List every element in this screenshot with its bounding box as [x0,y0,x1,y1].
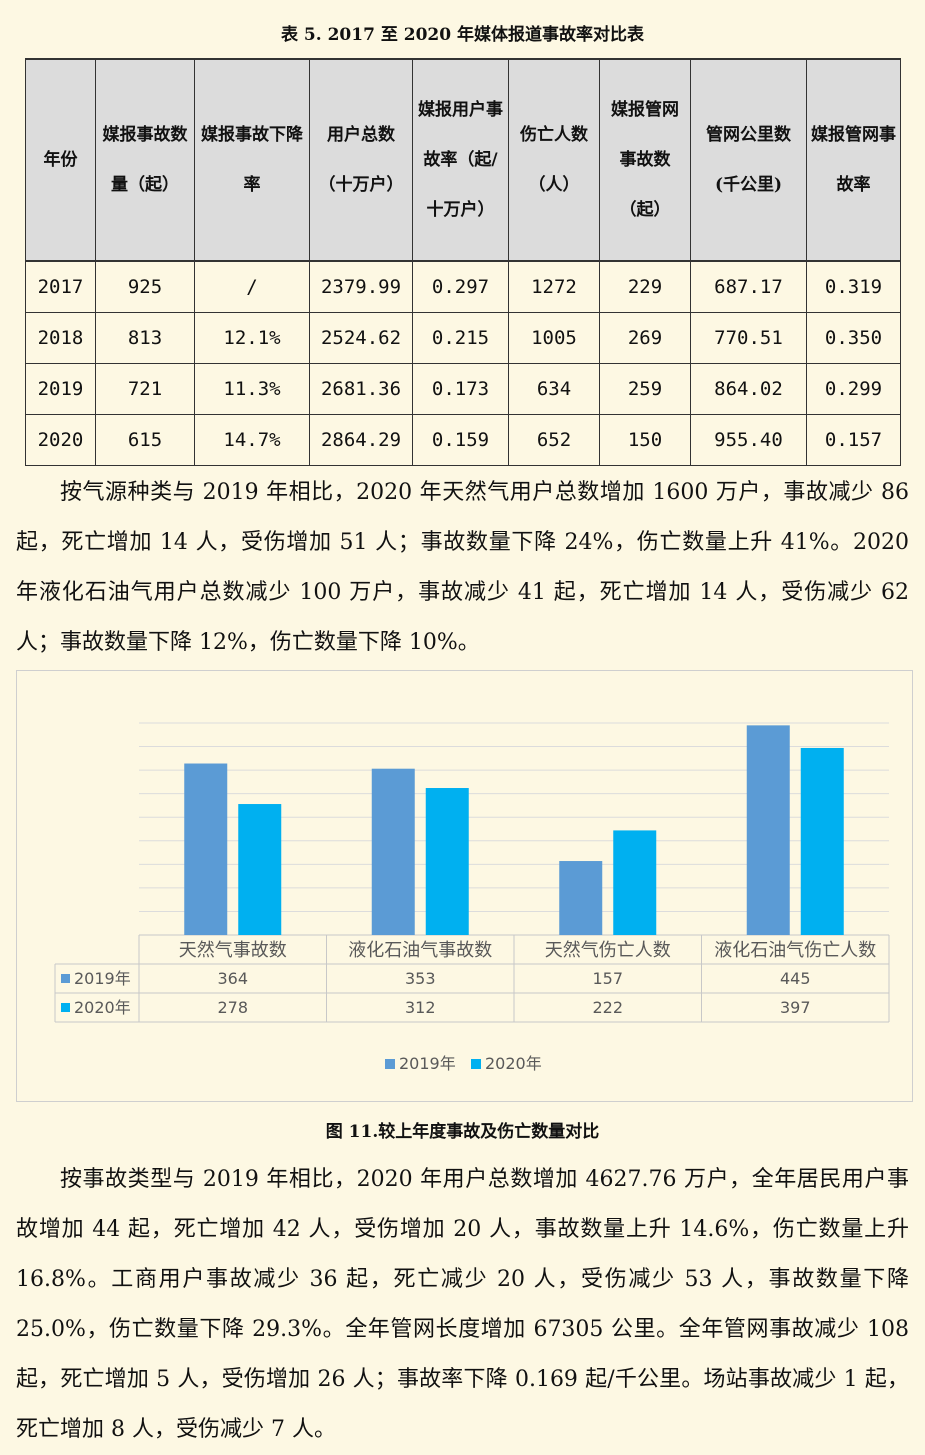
bar-chart: 天然气事故数 液化石油气事故数 天然气伤亡人数 液化石油气伤亡人数 2019年 364 35… [16,670,913,1102]
table-cell: 11.3% [194,363,310,415]
legend-label: 2019年 [399,1054,456,1073]
data-label: 312 [405,998,436,1017]
table-row: 2018 813 12.1% 2524.62 0.215 1005 269 77… [25,312,901,364]
series-key-2020年 [61,1003,70,1012]
bar-2019年-液化石油气事故数 [371,768,415,935]
data-label: 353 [405,969,436,988]
bar-2020年-天然气事故数 [238,804,282,935]
table-cell: 0.157 [806,414,901,466]
table-cell: 12.1% [194,312,310,364]
body-paragraph-accident-type: 按事故类型与 2019 年相比，2020 年用户总数增加 4627.76 万户，… [16,1167,909,1442]
bar-2020年-天然气伤亡人数 [613,830,657,935]
figure-caption: 图 11.较上年度事故及伤亡数量对比 [325,1122,600,1142]
table-cell: 0.299 [806,363,901,415]
series-label: 2020年 [74,998,131,1017]
table-cell: 864.02 [690,363,807,415]
series-label: 2019年 [74,969,131,988]
bar-2019年-天然气伤亡人数 [559,861,603,935]
category-label: 天然气伤亡人数 [545,940,671,961]
table-cell: 2017 [25,261,96,313]
header-pipeline-accidents: 媒报管网事故数（起） [599,59,691,261]
table-cell: 0.319 [806,261,901,313]
table-cell: 0.215 [412,312,509,364]
table-cell: 770.51 [690,312,807,364]
table-cell: 0.297 [412,261,509,313]
table-cell: 634 [508,363,600,415]
table-cell: 813 [95,312,195,364]
series-key-2019年 [61,974,70,983]
bar-2020年-液化石油气事故数 [425,788,469,935]
table-cell: 150 [599,414,691,466]
table-cell: 0.159 [412,414,509,466]
table-cell: 2020 [25,414,96,466]
header-media-accidents: 媒报事故数量（起） [95,59,195,261]
table-cell: 2524.62 [309,312,413,364]
header-pipeline-accident-rate: 媒报管网事故率 [806,59,901,261]
table-cell: 615 [95,414,195,466]
table-cell: 687.17 [690,261,807,313]
table-cell: 925 [95,261,195,313]
table-cell: 1005 [508,312,600,364]
category-label: 液化石油气事故数 [348,940,492,961]
legend-key-2019年 [385,1059,395,1069]
table-cell: 955.40 [690,414,807,466]
table-cell: 229 [599,261,691,313]
legend-label: 2020年 [485,1054,542,1073]
header-year: 年份 [25,59,96,261]
chart-canvas: 天然气事故数 液化石油气事故数 天然气伤亡人数 液化石油气伤亡人数 2019年 364 35… [54,722,890,1073]
bar-2020年-液化石油气伤亡人数 [800,747,844,935]
table-cell: 2681.36 [309,363,413,415]
table-cell: 2019 [25,363,96,415]
data-label: 278 [217,998,248,1017]
header-casualties: 伤亡人数（人） [508,59,600,261]
table-header-row: 年份 媒报事故数量（起） 媒报事故下降率 用户总数（十万户） 媒报用户事故率（起… [25,59,901,261]
table-cell: 0.350 [806,312,901,364]
data-label: 157 [592,969,623,988]
table-cell: 652 [508,414,600,466]
category-label: 天然气事故数 [179,940,287,961]
table-cell: 14.7% [194,414,310,466]
table-cell: 259 [599,363,691,415]
data-label: 445 [780,969,811,988]
legend-key-2020年 [471,1059,481,1069]
header-pipeline-km: 管网公里数(千公里) [690,59,807,261]
table-cell: 2379.99 [309,261,413,313]
table-cell: 2018 [25,312,96,364]
data-label: 397 [780,998,811,1017]
body-paragraph-gas-type: 按气源种类与 2019 年相比，2020 年天然气用户总数增加 1600 万户，… [16,480,909,655]
table-cell: 2864.29 [309,414,413,466]
table-row: 2020 615 14.7% 2864.29 0.159 652 150 955… [25,414,901,466]
table-cell: 721 [95,363,195,415]
header-total-users: 用户总数（十万户） [309,59,413,261]
table-cell: / [194,261,310,313]
data-label: 222 [592,998,623,1017]
data-label: 364 [217,969,248,988]
table-caption: 表 5. 2017 至 2020 年媒体报道事故率对比表 [281,25,644,45]
bar-2019年-天然气事故数 [184,763,228,935]
header-decline-rate: 媒报事故下降率 [194,59,310,261]
table-cell: 0.173 [412,363,509,415]
category-label: 液化石油气伤亡人数 [714,940,876,961]
table-cell: 1272 [508,261,600,313]
header-user-accident-rate: 媒报用户事故率（起/十万户） [412,59,509,261]
table-row: 2019 721 11.3% 2681.36 0.173 634 259 864… [25,363,901,415]
table-cell: 269 [599,312,691,364]
bar-2019年-液化石油气伤亡人数 [746,725,790,935]
table-row: 2017 925 / 2379.99 0.297 1272 229 687.17… [25,261,901,313]
accident-rate-table: 年份 媒报事故数量（起） 媒报事故下降率 用户总数（十万户） 媒报用户事故率（起… [25,58,901,466]
